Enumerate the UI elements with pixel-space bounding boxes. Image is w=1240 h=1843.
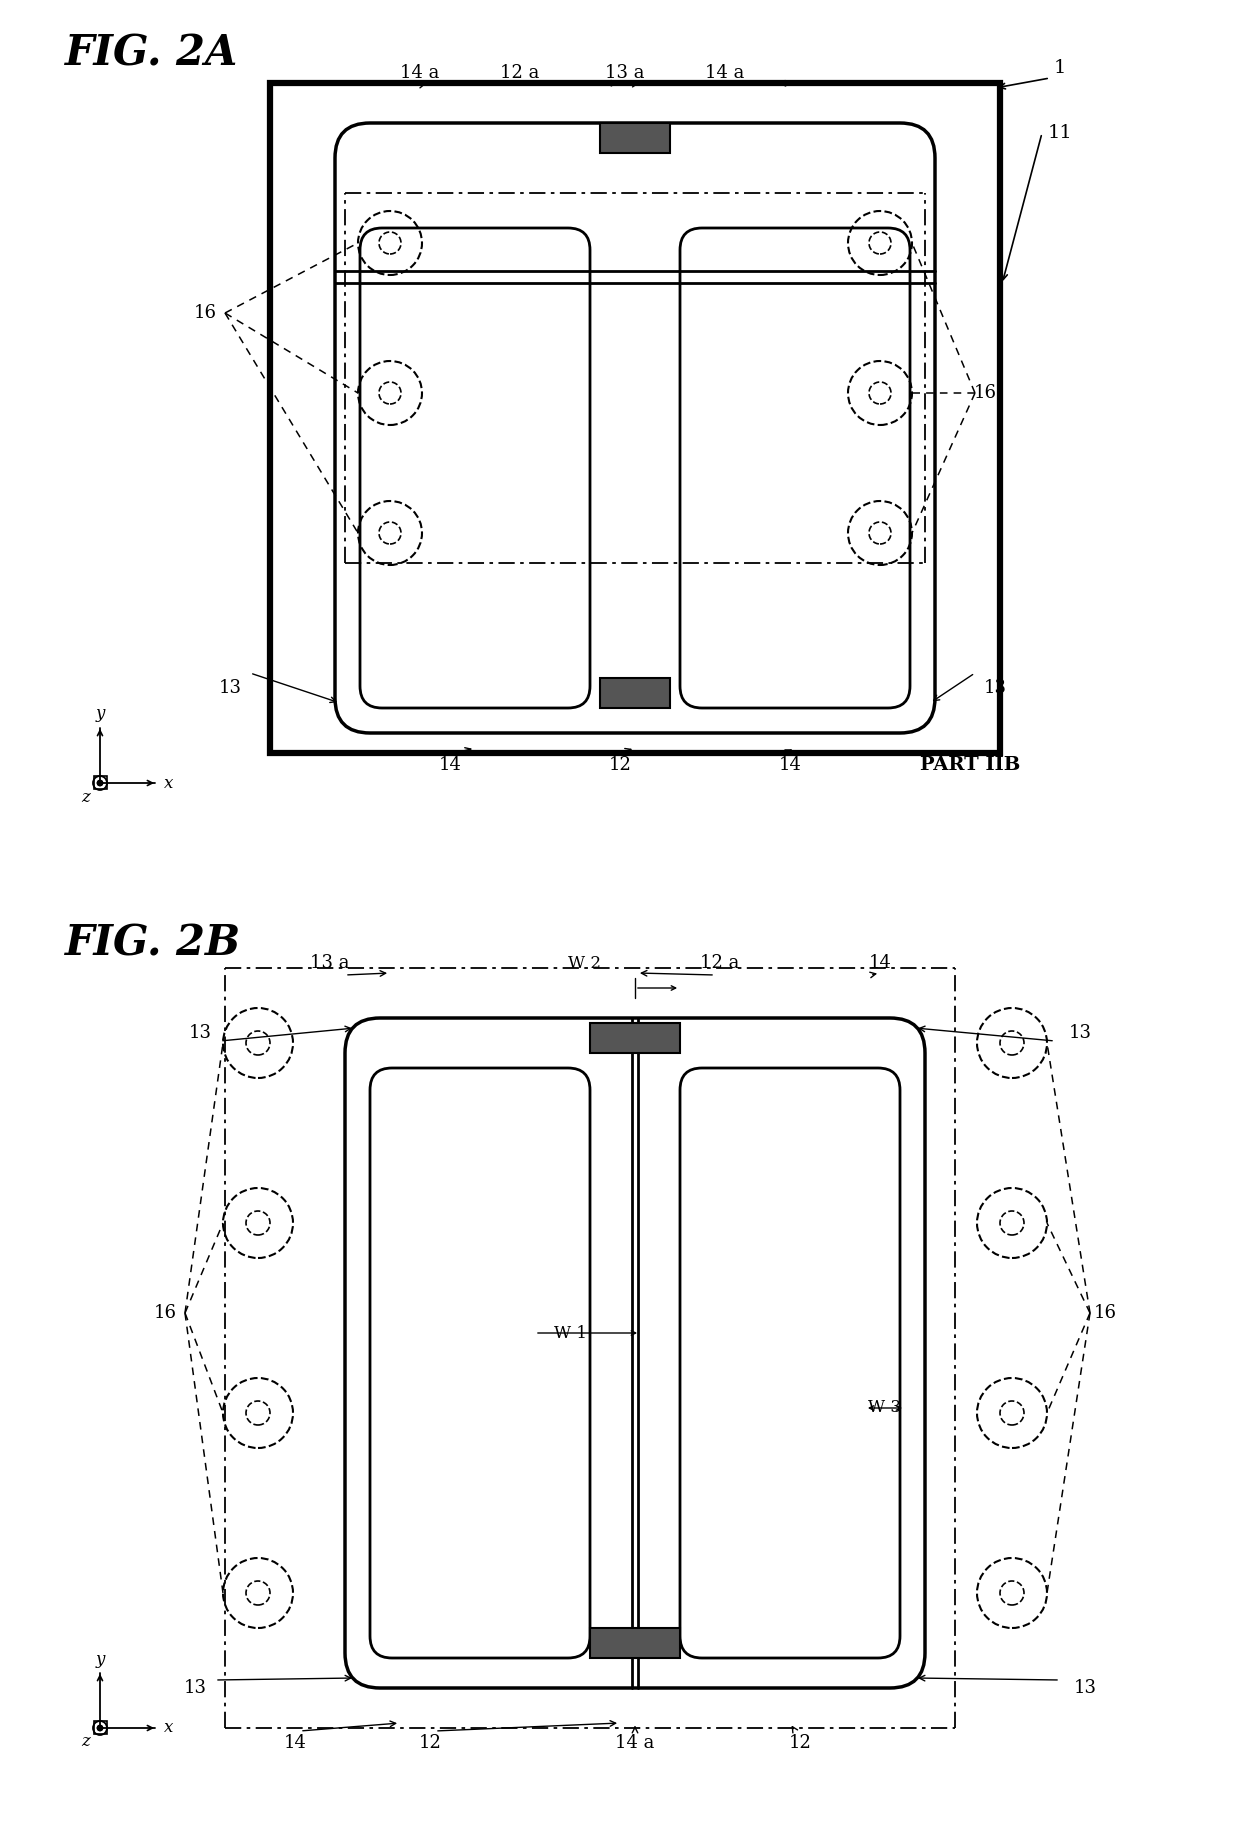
Bar [600, 123, 670, 153]
Text: 14: 14 [868, 955, 892, 971]
Text: 14: 14 [439, 756, 461, 774]
Text: y: y [95, 706, 104, 722]
Text: 11: 11 [1048, 123, 1073, 142]
Text: 13: 13 [188, 1025, 212, 1041]
Text: 14: 14 [779, 756, 801, 774]
Text: 13: 13 [983, 678, 1007, 697]
Text: 16: 16 [1094, 1305, 1116, 1321]
Circle shape [98, 1725, 103, 1731]
Text: 12: 12 [789, 1734, 811, 1753]
Text: 12: 12 [609, 756, 631, 774]
Bar [600, 678, 670, 708]
Circle shape [98, 780, 103, 785]
Bar [590, 1627, 680, 1659]
Text: 13: 13 [218, 678, 242, 697]
Text: 1: 1 [1054, 59, 1066, 77]
Text: x: x [165, 774, 174, 791]
Text: 13 a: 13 a [310, 955, 350, 971]
Text: FIG. 2B: FIG. 2B [64, 922, 241, 964]
Text: W 1: W 1 [553, 1325, 587, 1342]
Text: 12 a: 12 a [701, 955, 740, 971]
Text: 13: 13 [1069, 1025, 1091, 1041]
Text: 13 a: 13 a [605, 65, 645, 81]
Bar [590, 1023, 680, 1052]
Text: 13: 13 [184, 1679, 207, 1697]
Text: FIG. 2A: FIG. 2A [64, 31, 238, 74]
Text: 14 a: 14 a [706, 65, 745, 81]
Text: PART IIB: PART IIB [920, 756, 1021, 774]
Bar [94, 776, 107, 789]
Text: W 2: W 2 [568, 955, 601, 971]
Text: 16: 16 [193, 304, 217, 323]
Text: 14 a: 14 a [401, 65, 440, 81]
Bar [94, 1721, 107, 1734]
Text: y: y [95, 1651, 104, 1668]
Text: 14: 14 [284, 1734, 306, 1753]
Text: W 3: W 3 [868, 1399, 901, 1417]
Text: x: x [165, 1720, 174, 1736]
Text: 16: 16 [973, 383, 997, 402]
Text: 13: 13 [1074, 1679, 1096, 1697]
Text: z: z [82, 1734, 91, 1751]
Text: 14 a: 14 a [615, 1734, 655, 1753]
Text: 12 a: 12 a [500, 65, 539, 81]
Bar [270, 83, 999, 754]
Text: 12: 12 [419, 1734, 441, 1753]
Text: 16: 16 [154, 1305, 176, 1321]
Text: z: z [82, 789, 91, 805]
